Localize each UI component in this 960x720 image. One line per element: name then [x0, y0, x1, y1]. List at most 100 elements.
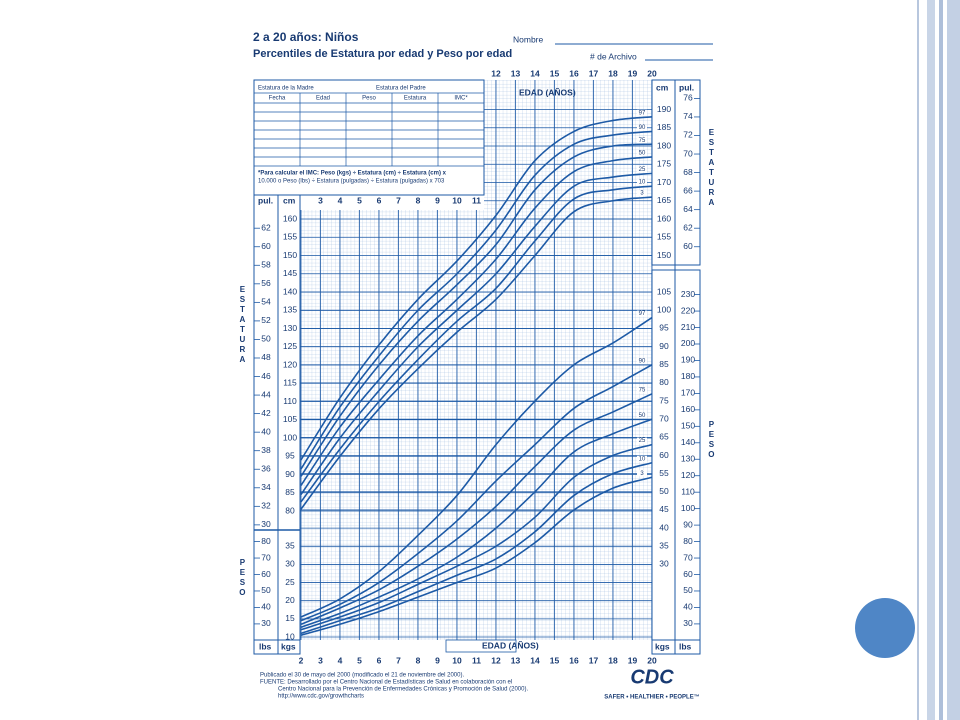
y-tick-label: 48 [261, 352, 271, 362]
y-tick-label: 175 [657, 159, 671, 169]
percentile-curve [300, 196, 653, 510]
x-tick-label: 15 [550, 68, 560, 78]
x-tick-label: 11 [472, 195, 481, 205]
y-tick-label: 155 [283, 232, 297, 242]
y-tick-label: 60 [261, 241, 271, 251]
title: 2 a 20 años: Niños [253, 30, 359, 44]
x-tick-label: 15 [550, 655, 560, 665]
unit-label: kgs [281, 641, 296, 651]
y-tick-label: 80 [261, 536, 271, 546]
unit-label: pul. [258, 195, 273, 205]
x-tick-label: 9 [435, 195, 440, 205]
y-tick-label: 42 [261, 408, 271, 418]
y-tick-label: 185 [657, 122, 671, 132]
x-tick-label: 12 [491, 655, 501, 665]
y-tick-label: 220 [681, 305, 695, 315]
x-tick-label: 2 [299, 655, 304, 665]
percentile-label: 90 [639, 358, 646, 364]
percentile-curve [300, 476, 653, 636]
y-tick-label: 145 [283, 268, 297, 278]
unit-label: lbs [259, 641, 272, 651]
percentile-label: 50 [639, 413, 646, 419]
percentile-curve [300, 443, 653, 631]
unit-label: kgs [655, 641, 670, 651]
y-tick-label: 40 [261, 602, 271, 612]
y-tick-label: 62 [261, 222, 271, 232]
x-tick-label: 19 [628, 655, 638, 665]
y-tick-label: 130 [681, 454, 695, 464]
y-axis-label: ESTATURA [238, 285, 247, 365]
y-tick-label: 30 [659, 559, 669, 569]
percentile-curve [300, 156, 653, 486]
y-tick-label: 170 [681, 388, 695, 398]
y-tick-label: 46 [261, 371, 271, 381]
percentile-label: 75 [639, 138, 646, 144]
y-tick-label: 45 [659, 504, 669, 514]
unit-label: lbs [679, 641, 692, 651]
footer-line: Publicado el 30 de mayo del 2000 (modifi… [260, 673, 464, 679]
y-tick-label: 30 [261, 618, 271, 628]
y-tick-label: 200 [681, 338, 695, 348]
form-note: 10.000 o Peso (lbs) ÷ Estatura (pulgadas… [258, 179, 445, 185]
label-box [445, 639, 517, 653]
label-bg [637, 137, 647, 144]
label-bg [637, 109, 647, 116]
x-tick-label: 8 [416, 195, 421, 205]
y-tick-label: 160 [283, 213, 297, 223]
y-tick-label: 180 [681, 371, 695, 381]
x-tick-label: 6 [377, 195, 382, 205]
footer-line: FUENTE: Desarrollado por el Centro Nacio… [260, 680, 512, 686]
y-tick-label: 58 [261, 260, 271, 270]
percentile-curve [300, 461, 653, 635]
y-tick-label: 170 [657, 177, 671, 187]
unit-label: cm [656, 82, 669, 92]
deco-bar [947, 0, 960, 720]
subtitle: Percentiles de Estatura por edad y Peso … [253, 48, 512, 60]
percentile-curve [300, 316, 653, 618]
y-tick-label: 68 [683, 167, 693, 177]
x-tick-label: 6 [377, 655, 382, 665]
y-tick-label: 60 [261, 569, 271, 579]
y-tick-label: 90 [285, 469, 295, 479]
y-tick-label: 190 [681, 355, 695, 365]
percentile-curve [300, 130, 653, 470]
y-tick-label: 165 [657, 195, 671, 205]
y-tick-label: 80 [683, 536, 693, 546]
y-tick-label: 100 [657, 305, 671, 315]
percentile-curve [300, 172, 653, 496]
form-note: *Para calcular el IMC: Peso (kgs) ÷ Esta… [258, 171, 447, 177]
y-tick-label: 25 [285, 577, 295, 587]
y-tick-label: 75 [659, 395, 669, 405]
x-tick-label: 13 [511, 68, 521, 78]
label-bg [637, 412, 647, 419]
y-tick-label: 64 [683, 204, 693, 214]
y-tick-label: 85 [659, 359, 669, 369]
y-tick-label: 60 [683, 569, 693, 579]
x-axis-label: EDAD (AÑOS) [482, 640, 539, 650]
percentile-curve [300, 143, 653, 477]
form-column: IMC* [454, 96, 468, 102]
y-tick-label: 36 [261, 463, 271, 473]
y-tick-label: 110 [283, 396, 297, 406]
x-axis-label: EDAD (AÑOS) [519, 87, 576, 97]
y-tick-label: 40 [683, 602, 693, 612]
y-tick-label: 90 [683, 519, 693, 529]
y-tick-label: 62 [683, 222, 693, 232]
x-tick-label: 4 [338, 195, 343, 205]
y-tick-label: 44 [261, 389, 271, 399]
y-tick-label: 130 [283, 323, 297, 333]
percentile-curve [300, 116, 653, 461]
x-tick-label: 14 [530, 655, 540, 665]
x-tick-label: 7 [396, 655, 401, 665]
percentile-label: 10 [639, 180, 646, 186]
y-tick-label: 15 [285, 613, 295, 623]
y-tick-label: 110 [681, 486, 695, 496]
y-tick-label: 35 [659, 541, 669, 551]
form-column: Peso [362, 96, 376, 102]
y-tick-label: 52 [261, 315, 271, 325]
unit-label: pul. [679, 82, 694, 92]
y-tick-label: 190 [657, 104, 671, 114]
y-tick-label: 40 [261, 426, 271, 436]
file-label: # de Archivo [590, 51, 637, 61]
y-tick-label: 50 [659, 486, 669, 496]
